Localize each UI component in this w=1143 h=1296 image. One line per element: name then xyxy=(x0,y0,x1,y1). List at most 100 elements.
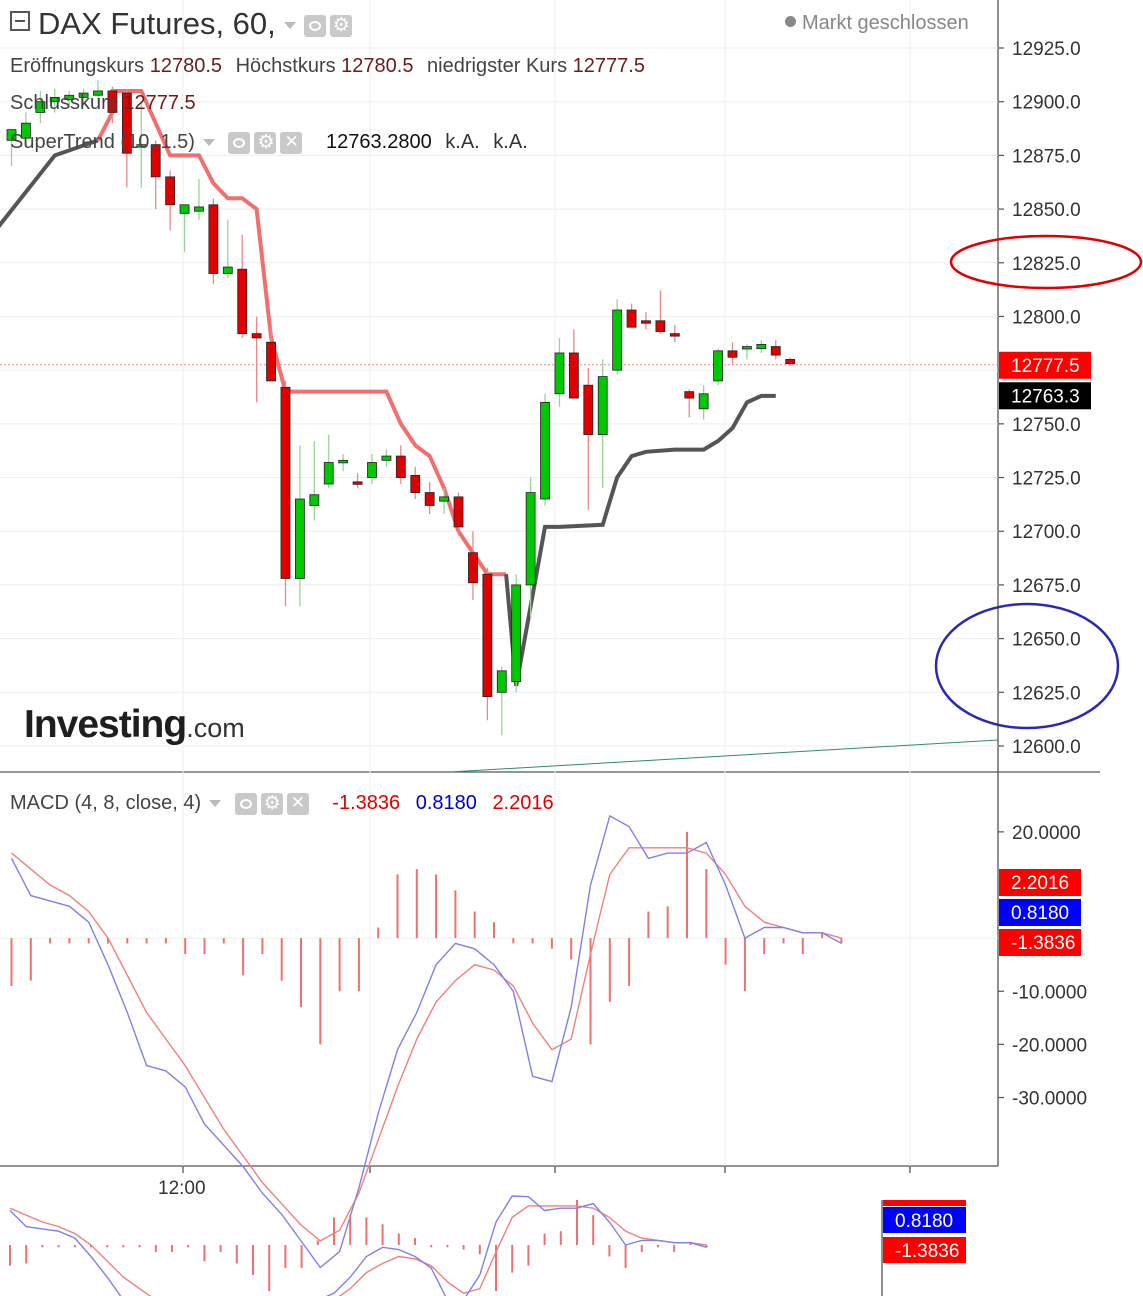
candle-body xyxy=(107,90,118,113)
supertrend-label: SuperTrend (10, 1.5) xyxy=(10,131,195,153)
price-tick-label: 12675.0 xyxy=(1012,576,1081,597)
macd-tick-label: -20.0000 xyxy=(1012,1035,1087,1056)
eye-icon[interactable] xyxy=(228,131,251,154)
candle-body xyxy=(64,94,75,100)
macd-tag: 0.8180 xyxy=(999,899,1081,926)
candle xyxy=(540,393,550,506)
candle-body xyxy=(554,352,565,395)
candle xyxy=(381,449,392,467)
candle-body xyxy=(309,494,320,506)
price-tick-label: 12600.0 xyxy=(1012,737,1081,758)
low-label: niedrigster Kurs xyxy=(427,55,568,77)
lower-tag: -1.3836 xyxy=(883,1237,966,1263)
macd-label: MACD (4, 8, close, 4) xyxy=(10,792,202,814)
candle xyxy=(165,170,176,231)
price-tag-box xyxy=(999,382,1091,410)
macd-tick-label: -10.0000 xyxy=(1012,982,1087,1003)
candle-body xyxy=(21,122,31,139)
candle-body xyxy=(785,359,796,365)
supertrend-value: 12763.2800 xyxy=(326,131,432,153)
candle xyxy=(150,140,161,210)
candle xyxy=(78,88,89,106)
candle-body xyxy=(395,455,406,478)
macd-tag-text: 2.2016 xyxy=(1011,873,1069,894)
candle xyxy=(698,385,709,420)
candle xyxy=(280,380,291,607)
candle xyxy=(727,342,738,364)
candle xyxy=(770,340,781,360)
candle-body xyxy=(439,496,450,502)
chevron-down-icon[interactable] xyxy=(283,22,296,30)
close-icon[interactable] xyxy=(280,131,303,154)
candle-body xyxy=(727,350,738,358)
candle-body xyxy=(626,309,637,328)
candle-body xyxy=(756,343,767,350)
candle-body xyxy=(655,320,666,332)
candle-body xyxy=(367,462,377,478)
candle-body xyxy=(165,176,176,206)
candle xyxy=(669,325,680,343)
price-tick-label: 12875.0 xyxy=(1012,146,1081,167)
eye-icon[interactable] xyxy=(303,14,326,37)
candle xyxy=(323,434,334,489)
price-axis: 12925.0 12900.0 12875.0 12850.0 12825.0 12800… xyxy=(998,0,1081,758)
lower-tag-text: -1.3836 xyxy=(895,1241,959,1262)
macd-tick-label: -30.0000 xyxy=(1012,1089,1087,1110)
candle-body xyxy=(525,492,536,586)
open-value: 12780.5 xyxy=(149,55,223,77)
candle-body xyxy=(381,455,392,461)
candle-body xyxy=(338,459,349,464)
candle xyxy=(179,204,190,253)
candle xyxy=(121,88,132,188)
candle xyxy=(49,88,60,113)
candle xyxy=(35,90,46,124)
candle xyxy=(597,359,608,489)
red-circle-annotation xyxy=(949,234,1143,290)
price-tick-label-top: 12950.0 xyxy=(1012,0,1081,4)
gear-icon[interactable] xyxy=(329,14,352,37)
candle xyxy=(684,389,695,418)
lower-tag-text: 0.8180 xyxy=(895,1211,953,1232)
candle-body xyxy=(136,144,147,148)
gear-icon[interactable] xyxy=(260,792,283,815)
trend-line xyxy=(449,739,999,773)
macd-tick-label: 20.0000 xyxy=(1012,823,1081,844)
candle-body xyxy=(612,309,623,371)
price-tick-label: 12900.0 xyxy=(1012,93,1081,114)
gear-icon[interactable] xyxy=(254,131,277,154)
candle xyxy=(756,340,767,353)
candle xyxy=(395,445,406,484)
chevron-down-icon[interactable] xyxy=(202,139,215,147)
close-icon[interactable] xyxy=(286,792,309,815)
close-readout: Schlusskurs 12777.5 xyxy=(10,92,196,115)
blue-circle-annotation xyxy=(934,602,1120,730)
candle-body xyxy=(294,498,305,579)
candle xyxy=(554,337,565,407)
collapse-icon[interactable] xyxy=(10,11,30,31)
market-status-text: Markt geschlossen xyxy=(802,12,969,34)
price-tick-label: 12800.0 xyxy=(1012,307,1081,328)
high-label: Höchstkurs xyxy=(235,55,336,77)
candle-body xyxy=(641,320,651,324)
candle xyxy=(294,445,305,607)
chevron-down-icon[interactable] xyxy=(209,800,222,808)
eye-icon[interactable] xyxy=(234,792,257,815)
logo-main: Investing xyxy=(24,703,187,746)
candle-body xyxy=(424,492,435,506)
high-value: 12780.5 xyxy=(341,55,414,77)
low-value: 12777.5 xyxy=(572,55,645,77)
candle xyxy=(468,531,478,600)
price-tag-text: 12777.5 xyxy=(1011,356,1080,377)
candle xyxy=(626,303,637,328)
lower-signal-line xyxy=(9,1205,707,1296)
candle xyxy=(6,129,17,167)
candle xyxy=(410,466,421,500)
price-tag-box xyxy=(999,351,1091,379)
lower-tag-box xyxy=(883,1207,966,1233)
candle-body xyxy=(280,386,291,579)
investing-logo: Investing.com xyxy=(24,703,245,747)
candle-body xyxy=(482,573,493,698)
lower-tag: 0.8180 xyxy=(883,1207,966,1233)
price-tick-label: 12825.0 xyxy=(1012,254,1081,275)
macd-tag: 2.2016 xyxy=(999,869,1081,896)
